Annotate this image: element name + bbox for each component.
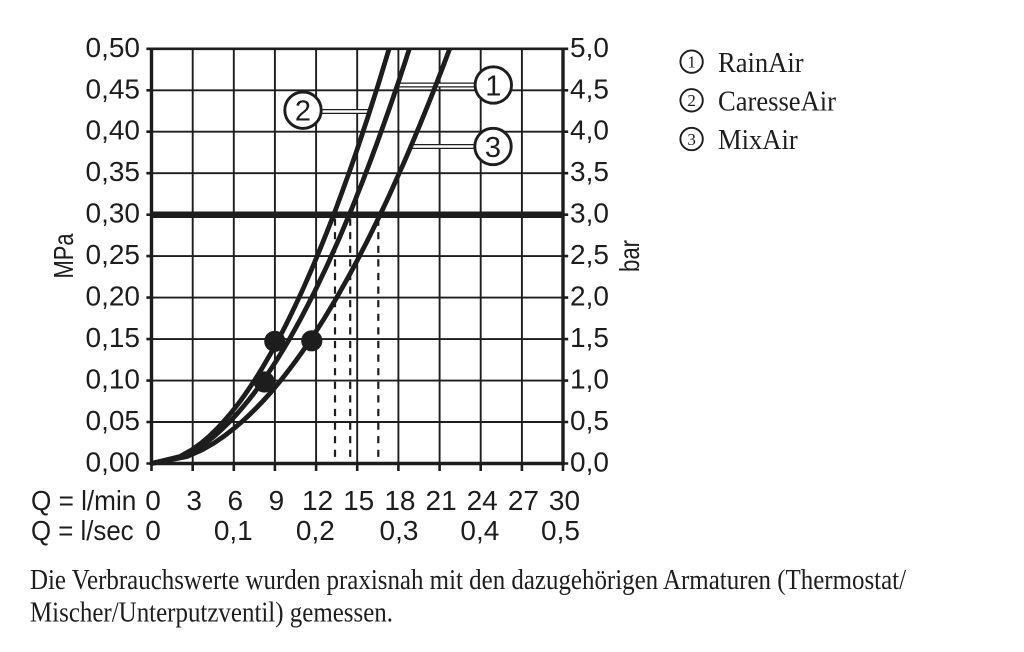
svg-text:3,5: 3,5 [570,156,609,187]
svg-text:9: 9 [269,485,285,516]
svg-text:3: 3 [186,485,202,516]
svg-text:0,15: 0,15 [86,322,141,353]
svg-text:15: 15 [343,485,374,516]
svg-text:0,1: 0,1 [214,515,253,546]
svg-text:Q = l/sec: Q = l/sec [31,515,134,546]
svg-text:0,0: 0,0 [570,447,609,478]
svg-text:CaresseAir: CaresseAir [718,86,836,118]
svg-text:1,0: 1,0 [570,364,609,395]
svg-text:3: 3 [687,130,696,149]
svg-text:21: 21 [426,485,457,516]
svg-text:18: 18 [384,485,415,516]
svg-text:Mischer/Unterputzventil) gemes: Mischer/Unterputzventil) gemessen. [30,598,393,629]
svg-text:0,3: 0,3 [380,515,419,546]
svg-text:4,5: 4,5 [570,73,609,104]
svg-text:0,30: 0,30 [86,198,141,229]
svg-text:0,5: 0,5 [570,405,609,436]
svg-text:0: 0 [145,515,161,546]
svg-text:0,40: 0,40 [86,115,141,146]
svg-text:bar: bar [614,240,645,272]
svg-text:0,10: 0,10 [86,364,141,395]
svg-text:Q = l/min: Q = l/min [31,485,136,516]
svg-text:3,0: 3,0 [570,198,609,229]
svg-text:0,2: 0,2 [296,515,335,546]
svg-text:0,25: 0,25 [86,239,141,270]
svg-text:2,5: 2,5 [570,239,609,270]
svg-text:1: 1 [687,52,696,71]
svg-text:0,35: 0,35 [86,156,141,187]
svg-text:0,4: 0,4 [460,515,499,546]
svg-text:1,5: 1,5 [570,322,609,353]
svg-text:27: 27 [508,485,539,516]
svg-text:6: 6 [228,485,244,516]
svg-text:1: 1 [485,71,501,103]
svg-text:0: 0 [145,485,161,516]
svg-text:2,0: 2,0 [570,281,609,312]
svg-text:12: 12 [302,485,333,516]
svg-text:0,20: 0,20 [86,281,141,312]
svg-text:MixAir: MixAir [718,124,798,156]
svg-text:MPa: MPa [48,233,79,278]
svg-text:0,00: 0,00 [86,447,141,478]
svg-text:30: 30 [549,485,580,516]
svg-text:2: 2 [687,91,696,110]
svg-text:Die Verbrauchswerte wurden pra: Die Verbrauchswerte wurden praxisnah mit… [30,565,906,596]
svg-text:4,0: 4,0 [570,115,609,146]
svg-text:0,50: 0,50 [86,32,141,63]
svg-text:24: 24 [467,485,498,516]
svg-text:0,45: 0,45 [86,73,141,104]
svg-text:RainAir: RainAir [718,47,804,79]
svg-text:0,5: 0,5 [541,515,580,546]
svg-text:2: 2 [295,96,311,128]
svg-text:0,05: 0,05 [86,405,141,436]
svg-text:5,0: 5,0 [570,32,609,63]
svg-text:3: 3 [485,132,501,164]
